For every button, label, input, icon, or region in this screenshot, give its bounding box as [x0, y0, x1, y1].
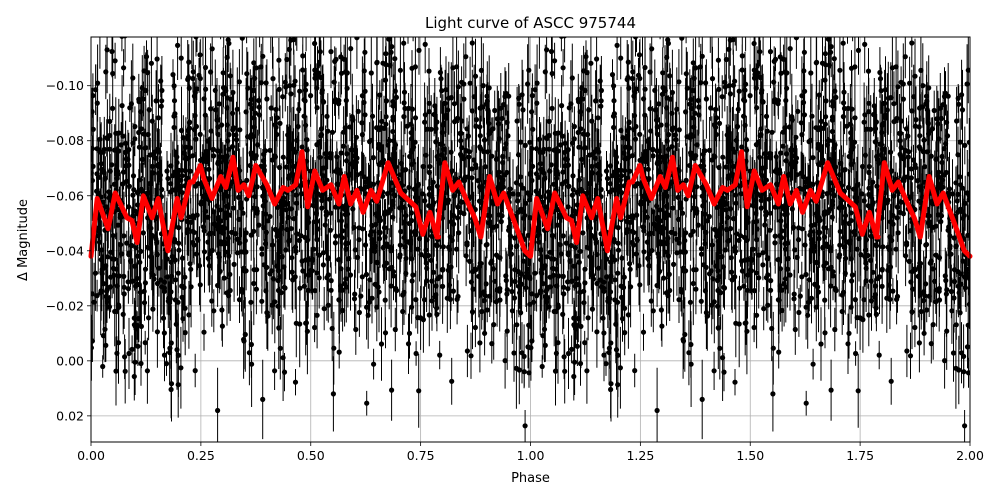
chart-title: Light curve of ASCC 975744 — [425, 14, 636, 32]
y-axis-label: Δ Magnitude — [16, 199, 31, 281]
y-tick-label: −0.06 — [46, 188, 84, 203]
y-tick-label: 0.00 — [56, 353, 84, 368]
y-tick-label: −0.10 — [46, 78, 84, 93]
x-tick-label: 1.25 — [626, 448, 654, 463]
model-line — [88, 149, 973, 259]
y-tick-label: −0.02 — [46, 298, 84, 313]
observations-errorbars — [91, 37, 970, 442]
x-tick-label: 1.50 — [736, 448, 764, 463]
y-axis-ticks: −0.10 −0.08 −0.06 −0.04 −0.02 0.00 0.02 — [46, 78, 91, 423]
model-curve — [88, 149, 973, 259]
y-tick-label: −0.08 — [46, 133, 84, 148]
y-tick-label: −0.04 — [46, 243, 84, 258]
x-tick-label: 0.50 — [297, 448, 325, 463]
x-tick-label: 2.00 — [956, 448, 984, 463]
x-tick-label: 0.00 — [77, 448, 105, 463]
x-tick-label: 0.25 — [187, 448, 215, 463]
x-axis-ticks: 0.00 0.25 0.50 0.75 1.00 1.25 1.50 1.75 2.00 — [77, 442, 984, 463]
y-tick-label: 0.02 — [56, 408, 84, 423]
x-tick-label: 0.75 — [407, 448, 435, 463]
x-tick-label: 1.75 — [846, 448, 874, 463]
x-axis-label: Phase — [511, 471, 550, 486]
x-tick-label: 1.00 — [517, 448, 545, 463]
